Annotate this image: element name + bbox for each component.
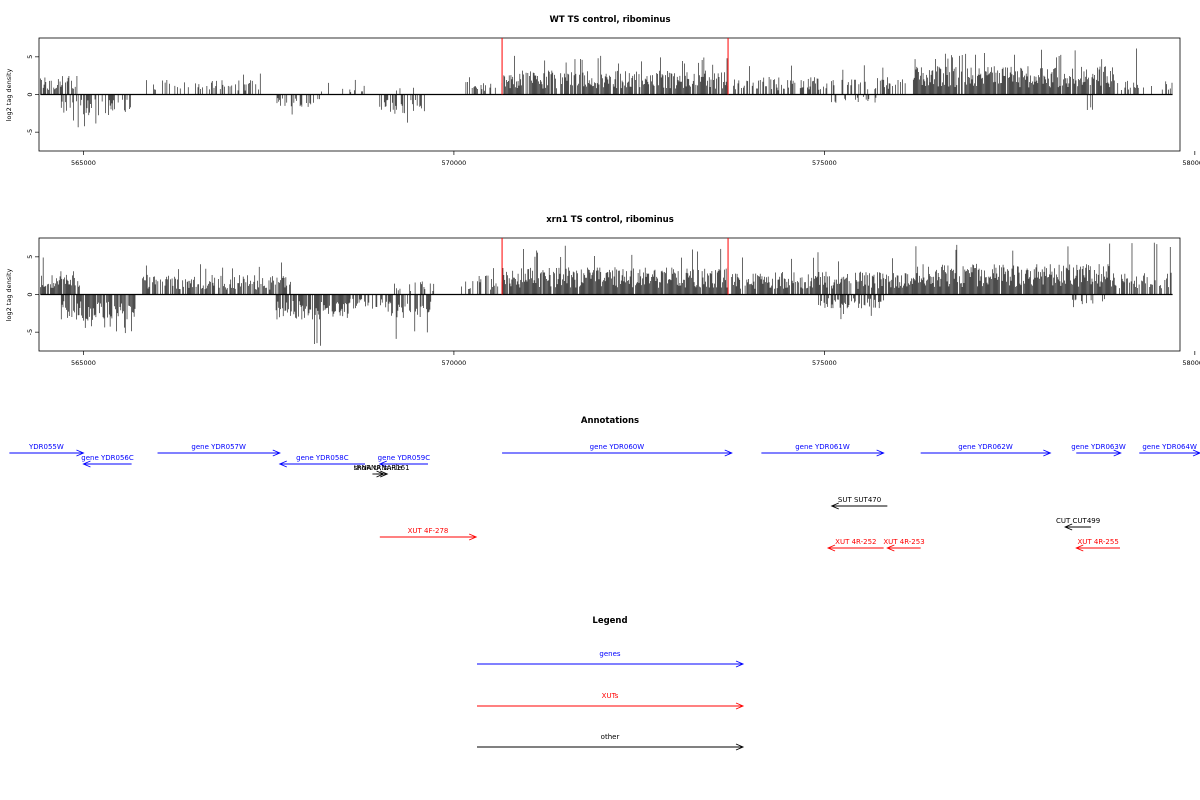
axis-ticks: 565000 570000 575000 580000 -5 0 5: [26, 255, 1200, 367]
arrowhead: [886, 544, 895, 552]
x-tick-label: 575000: [812, 159, 837, 167]
red-marker-lines: [501, 238, 729, 295]
x-tick-label: 580000: [1182, 359, 1200, 367]
arrowhead: [1113, 449, 1122, 457]
feature-label: YDR055W: [28, 443, 64, 451]
x-tick-label: 565000: [71, 159, 96, 167]
feature-label: snoRNA snR161: [354, 464, 410, 472]
xrn1-coverage-panel: xrn1 TS control, ribominus log2 tag dens…: [5, 215, 1200, 367]
red-marker-lines: [501, 38, 729, 95]
arrowhead: [378, 460, 387, 468]
feature-label: gene YDR058C: [296, 454, 349, 462]
arrowhead: [735, 743, 745, 751]
axis-ticks: 565000 570000 575000 580000 -5 0 5: [26, 55, 1200, 167]
arrowhead: [724, 449, 733, 457]
arrowhead: [830, 502, 839, 510]
feature-label: gene YDR062W: [958, 443, 1013, 451]
y-tick-label: 5: [26, 55, 34, 59]
feature-label: gene YDR061W: [795, 443, 850, 451]
y-tick-label: 0: [26, 92, 34, 96]
coverage-bars: [40, 48, 1173, 128]
arrowhead: [826, 544, 836, 552]
feature-label: CUT CUT499: [1056, 517, 1100, 525]
feature-label: XUT 4F-278: [408, 527, 449, 535]
feature-arrows: YDR055W gene YDR056C gene YDR057W gene YDR0…: [9, 443, 1200, 552]
arrowhead: [1192, 449, 1200, 457]
legend-title: Legend: [592, 616, 627, 626]
annotations-track: Annotations YDR055W gene YDR056C gene YDR0…: [9, 416, 1200, 552]
wt-coverage-panel: WT TS control, ribominus log2 tag densit…: [5, 15, 1200, 167]
feature-label: XUT 4R-252: [835, 538, 876, 546]
feature-label: SUT SUT470: [838, 496, 881, 504]
y-tick-label: -5: [26, 129, 34, 135]
feature-label: gene YDR060W: [590, 443, 645, 451]
x-tick-label: 570000: [441, 359, 466, 367]
arrowhead: [1064, 523, 1073, 531]
x-tick-label: 580000: [1182, 159, 1200, 167]
arrowhead: [76, 449, 85, 457]
legend-label: XUTs: [602, 692, 619, 700]
arrowhead: [1043, 449, 1052, 457]
y-axis-label: log2 tag density: [5, 69, 13, 122]
panel-title: WT TS control, ribominus: [549, 15, 670, 25]
feature-label: gene YDR056C: [81, 454, 134, 462]
arrowhead: [735, 660, 745, 668]
feature-label: gene YDR064W: [1142, 443, 1197, 451]
y-tick-label: -5: [26, 329, 34, 335]
arrowhead: [735, 702, 745, 710]
y-axis-label: log2 tag density: [5, 269, 13, 322]
arrowhead: [272, 449, 281, 457]
arrowhead: [278, 460, 287, 468]
feature-label: XUT 4R-253: [883, 538, 924, 546]
legend-label: genes: [599, 650, 620, 658]
feature-label: gene YDR063W: [1071, 443, 1126, 451]
arrowhead: [468, 533, 478, 541]
annotations-title: Annotations: [581, 416, 639, 426]
panel-title: xrn1 TS control, ribominus: [546, 215, 674, 225]
feature-label: gene YDR057W: [191, 443, 246, 451]
feature-label: tRNA tRNA-Ile: [354, 464, 402, 472]
arrowhead: [876, 449, 885, 457]
arrowhead: [380, 470, 389, 478]
feature-label: gene YDR059C: [378, 454, 431, 462]
feature-label: XUT 4R-255: [1077, 538, 1118, 546]
y-tick-label: 5: [26, 255, 34, 259]
coverage-bars: [40, 242, 1173, 346]
y-tick-label: 0: [26, 292, 34, 296]
x-tick-label: 570000: [441, 159, 466, 167]
legend-items: genes XUTs other: [477, 650, 745, 751]
arrowhead: [1075, 544, 1084, 552]
x-tick-label: 575000: [812, 359, 837, 367]
x-tick-label: 565000: [71, 359, 96, 367]
legend: Legend genes XUTs other: [477, 616, 745, 751]
arrowhead: [82, 460, 91, 468]
legend-label: other: [601, 733, 620, 741]
